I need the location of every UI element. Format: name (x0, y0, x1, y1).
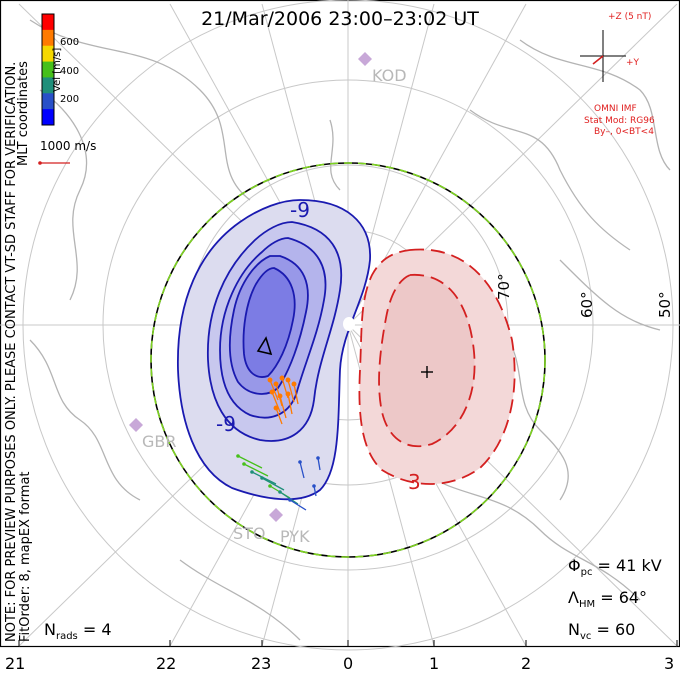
stat-phi-symbol: Φ (568, 556, 581, 575)
stat-lambda: ΛHM = 64° (568, 588, 647, 610)
colorbar-swatch (42, 61, 54, 78)
station-markers (129, 52, 372, 522)
stat-lambda-sub: HM (578, 599, 596, 611)
stat-nrads: Nrads = 4 (44, 620, 112, 642)
colorbar-swatch (42, 45, 54, 63)
pole-marker (343, 317, 355, 331)
hm-boundary-model (150, 162, 546, 558)
lat-label-50: 50° (656, 291, 674, 318)
mlt-ticks (18, 640, 678, 646)
mlt-label-2: 2 (521, 654, 532, 673)
lat-label-60: 60° (578, 291, 596, 318)
mlt-label-22: 22 (156, 654, 177, 673)
contour-label-pos: 3 (408, 470, 421, 494)
imf-vector (592, 55, 604, 65)
stat-nrads-symbol: N (44, 620, 56, 639)
colorbar-tick-400: 400 (60, 66, 80, 77)
mlt-label-21: 21 (5, 654, 26, 673)
mlt-label-1: 1 (429, 654, 440, 673)
imf-condition: By–, 0<BT<4 (594, 127, 654, 137)
colorbar (41, 13, 55, 126)
stat-phi: Φpc = 41 kV (568, 556, 662, 578)
colorbar-tick-600: 600 (60, 37, 80, 48)
stat-nvc-sub: vc (579, 631, 592, 643)
ref-vector-label: 1000 m/s (40, 139, 97, 153)
coastlines (29, 19, 671, 641)
contour-label-neg-top: -9 (290, 198, 310, 222)
mlt-label-3: 3 (664, 654, 675, 673)
colorbar-swatch (42, 77, 54, 94)
stat-phi-value: = 41 kV (597, 556, 662, 575)
negative-potential-cell (177, 199, 371, 501)
map-title: 21/Mar/2006 23:00–23:02 UT (201, 8, 479, 30)
positive-potential-cell (358, 248, 516, 485)
imf-source: OMNI IMF (594, 104, 637, 114)
stat-lambda-value: = 64° (600, 588, 648, 607)
stat-nvc-value: = 60 (596, 620, 636, 639)
station-sto: STO (233, 524, 266, 543)
stat-lambda-symbol: Λ (568, 588, 579, 607)
stat-nrads-sub: rads (55, 631, 78, 643)
velocity-vectors-high (267, 375, 299, 425)
colorbar-swatch (42, 93, 54, 110)
fitorder-note: FitOrder: 8, mapEX format (18, 471, 33, 642)
colorbar-border (41, 13, 55, 126)
station-gbr: GBR (142, 432, 177, 451)
imf-z-label: +Z (5 nT) (608, 12, 652, 22)
stat-nrads-value: = 4 (82, 620, 112, 639)
colorbar-swatch (42, 109, 54, 126)
velocity-vectors-low (236, 454, 321, 511)
contour-label-neg-bottom: -9 (216, 412, 236, 436)
station-pyk: PYK (280, 527, 310, 546)
imf-model: Stat Mod: RG96 (584, 116, 655, 126)
station-kod: KOD (372, 66, 407, 85)
lat-label-70: 70° (495, 273, 513, 300)
imf-y-label: +Y (626, 58, 640, 68)
colorbar-tick-200: 200 (60, 94, 80, 105)
stat-phi-sub: pc (580, 567, 593, 579)
colorbar-swatch (42, 29, 54, 47)
coords-label: MLT coordinates (16, 61, 31, 166)
mlt-label-0: 0 (343, 654, 354, 673)
stat-nvc-symbol: N (568, 620, 580, 639)
stat-nvc: Nvc = 60 (568, 620, 635, 642)
mlt-label-23: 23 (251, 654, 272, 673)
colorbar-swatch (42, 14, 54, 31)
potential-min-marker (256, 336, 273, 356)
